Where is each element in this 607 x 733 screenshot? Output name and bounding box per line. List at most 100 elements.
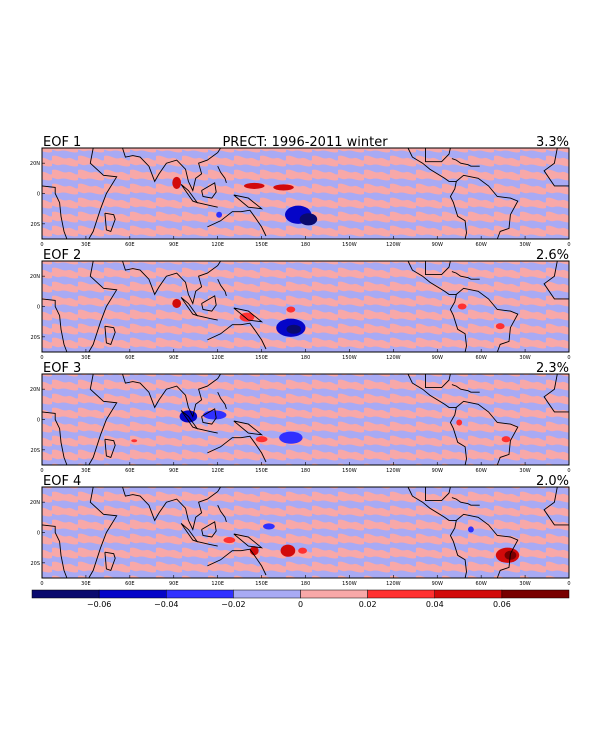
lat-tick-label: 20S (30, 222, 40, 228)
coastline (201, 295, 217, 312)
panel-background (42, 148, 569, 239)
coastline (41, 298, 68, 353)
lon-tick-label: 0 (567, 581, 570, 587)
lon-tick-label: 120W (386, 468, 401, 474)
lat-tick-label: 0 (37, 531, 40, 537)
coastline (104, 438, 116, 458)
coastline (456, 174, 519, 240)
coastline (197, 541, 218, 547)
lon-tick-label: 90E (169, 242, 179, 248)
colorbar-swatch (367, 589, 435, 599)
coastline (122, 486, 221, 531)
anomaly-1 (172, 298, 182, 309)
anomaly-2 (239, 312, 255, 322)
coastline (201, 408, 217, 425)
coastline (425, 147, 451, 163)
anomaly-4 (298, 547, 307, 554)
lon-tick-label: 120E (211, 468, 224, 474)
lon-tick-label: 60W (476, 581, 487, 587)
lon-tick-label: 150W (342, 242, 357, 248)
coastline (207, 548, 267, 576)
coastline (451, 271, 480, 280)
lon-tick-label: 180 (301, 468, 311, 474)
lon-tick-label: 30E (81, 468, 91, 474)
lon-tick-label: 0 (40, 468, 43, 474)
lon-tick-label: 90E (169, 468, 179, 474)
lon-tick-label: 90W (432, 468, 443, 474)
lon-tick-label: 120E (211, 355, 224, 361)
coastlines (41, 147, 569, 240)
panel-background (42, 261, 569, 352)
lon-tick-label: 0 (567, 242, 570, 248)
coastline (217, 166, 227, 184)
anomaly-2 (249, 546, 259, 556)
panel-background (42, 374, 569, 465)
lon-tick-label: 120E (211, 242, 224, 248)
lon-tick-label: 30W (519, 242, 530, 248)
coastline (425, 486, 451, 502)
lon-tick-label: 150E (255, 355, 268, 361)
lon-tick-label: 60E (125, 581, 135, 587)
coastline (104, 325, 116, 345)
panel-background (42, 487, 569, 578)
lat-tick-label: 20N (30, 500, 40, 506)
anomaly-4 (279, 431, 303, 444)
coastline (543, 147, 569, 187)
anomaly-3 (255, 436, 268, 443)
anomaly-2 (244, 182, 265, 189)
coastline (104, 212, 116, 232)
lon-tick-label: 60E (125, 468, 135, 474)
coastline (122, 373, 221, 418)
coastline (425, 260, 451, 276)
coastline (207, 435, 267, 463)
coastline (456, 400, 519, 466)
colorbar-label: −0.04 (154, 600, 179, 609)
eof-panel-1: EOF 1 3.3% 0 30E 60E 90E 120E 150E 180 150W 120W 90… (30, 135, 571, 248)
lon-tick-label: 60W (476, 355, 487, 361)
lon-tick-label: 30W (519, 355, 530, 361)
lon-tick-label: 150E (255, 242, 268, 248)
coastline (456, 287, 519, 353)
coastline (233, 533, 264, 549)
coastline (456, 513, 519, 579)
coastline (88, 373, 118, 466)
lat-tick-label: 20S (30, 448, 40, 454)
coastline (543, 373, 569, 413)
lat-tick-label: 0 (37, 418, 40, 424)
eof-label: EOF 3 (43, 361, 81, 376)
coastline (201, 521, 217, 538)
colorbar-swatch (98, 589, 167, 599)
lon-tick-label: 0 (40, 581, 43, 587)
coastline (41, 185, 68, 240)
lat-tick-label: 0 (37, 305, 40, 311)
variance-label: 2.6% (536, 248, 569, 263)
lon-tick-label: 60W (476, 242, 487, 248)
coastline (41, 411, 68, 466)
lon-tick-label: 30E (81, 355, 91, 361)
anomaly-1 (223, 537, 236, 544)
colorbar: −0.06 −0.04 −0.02 0 0.02 0.04 0.06 (31, 589, 570, 609)
lon-tick-label: 120W (386, 581, 401, 587)
colorbar-swatch (233, 589, 301, 599)
colorbar-label: 0.02 (359, 600, 377, 609)
anomaly-1 (172, 176, 182, 189)
figure-title: PRECT: 1996-2011 winter (222, 135, 388, 150)
anomaly-5 (286, 306, 296, 313)
coastline (197, 428, 218, 434)
coastline (407, 147, 467, 240)
anomaly-6 (467, 526, 474, 533)
lon-tick-label: 120W (386, 242, 401, 248)
lat-tick-label: 20S (30, 335, 40, 341)
lon-tick-label: 150W (342, 468, 357, 474)
anomaly-5 (456, 419, 463, 426)
coastline (233, 194, 264, 210)
lat-tick-label: 20S (30, 561, 40, 567)
coastlines (41, 260, 569, 353)
lat-tick-label: 20N (30, 161, 40, 167)
coastline (425, 373, 451, 389)
lat-tick-label: 0 (37, 192, 40, 198)
anomaly-6 (457, 303, 467, 310)
coastline (407, 260, 467, 353)
lon-tick-label: 0 (40, 242, 43, 248)
